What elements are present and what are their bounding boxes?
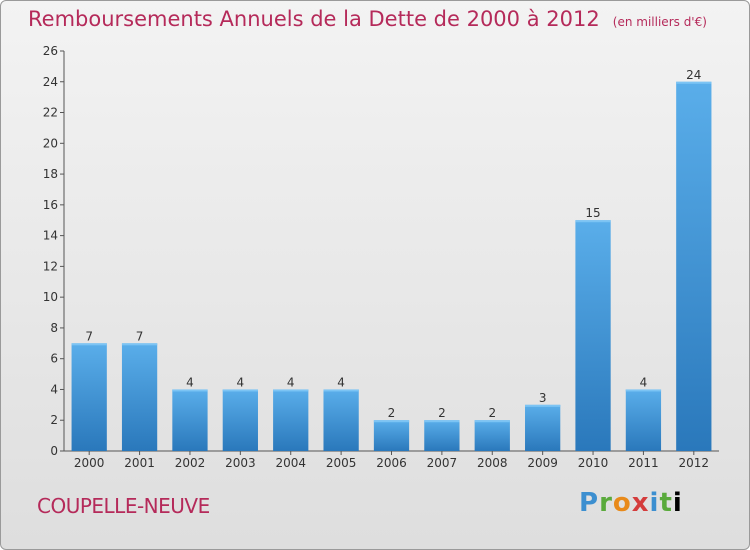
data-label: 4: [237, 375, 245, 389]
logo-letter: x: [631, 488, 650, 518]
city-name: COUPELLE-NEUVE: [37, 494, 210, 518]
bar: [525, 404, 561, 451]
x-tick-label: 2007: [427, 456, 458, 470]
x-tick-label: 2008: [477, 456, 508, 470]
bar: [424, 420, 460, 451]
y-tick-label: 20: [43, 136, 58, 150]
bar-highlight: [373, 420, 410, 423]
bar-highlight: [222, 389, 258, 392]
title-row: Remboursements Annuels de la Dette de 20…: [28, 7, 707, 31]
bar: [222, 389, 258, 451]
logo-letter: t: [659, 488, 673, 518]
y-tick-label: 26: [43, 44, 58, 58]
data-label: 7: [136, 329, 144, 343]
bar: [71, 343, 107, 451]
bar: [474, 420, 510, 451]
bar-highlight: [575, 220, 611, 223]
bar-highlight: [525, 404, 561, 407]
bar: [121, 343, 158, 451]
x-tick-label: 2002: [175, 456, 206, 470]
y-tick-label: 0: [50, 444, 58, 458]
bar-highlight: [474, 420, 510, 423]
y-tick-label: 8: [50, 321, 58, 335]
data-label: 2: [488, 406, 496, 420]
x-tick-label: 2005: [326, 456, 357, 470]
data-label: 3: [539, 391, 547, 405]
y-tick-label: 14: [43, 229, 58, 243]
bar-highlight: [121, 343, 158, 346]
y-tick-label: 24: [43, 75, 58, 89]
x-tick-label: 2011: [628, 456, 659, 470]
chart-subtitle: (en milliers d'€): [612, 15, 707, 29]
x-tick-label: 2003: [225, 456, 256, 470]
x-tick-label: 2009: [527, 456, 558, 470]
bar: [625, 389, 662, 451]
chart-title: Remboursements Annuels de la Dette de 20…: [28, 7, 600, 31]
bar-highlight: [71, 343, 107, 346]
y-tick-label: 10: [43, 290, 58, 304]
bar: [172, 389, 208, 451]
x-tick-label: 2012: [679, 456, 710, 470]
y-tick-label: 4: [50, 382, 58, 396]
x-tick-label: 2001: [124, 456, 155, 470]
proxiti-logo[interactable]: Proxiti: [579, 488, 683, 518]
x-tick-label: 2010: [578, 456, 609, 470]
data-label: 4: [287, 375, 295, 389]
bar: [676, 81, 712, 452]
logo-letter: i: [672, 488, 683, 518]
y-tick-label: 6: [50, 352, 58, 366]
logo-letter: o: [612, 488, 632, 518]
data-label: 2: [388, 406, 396, 420]
bar-highlight: [323, 389, 359, 392]
logo-letter: P: [579, 488, 600, 518]
data-label: 24: [686, 68, 701, 82]
bar-highlight: [625, 389, 662, 392]
logo-letter: i: [649, 488, 660, 518]
y-tick-label: 18: [43, 167, 58, 181]
x-tick-label: 2004: [275, 456, 306, 470]
y-tick-label: 22: [43, 106, 58, 120]
y-tick-label: 12: [43, 259, 58, 273]
data-label: 4: [640, 375, 648, 389]
y-tick-label: 2: [50, 413, 58, 427]
x-tick-label: 2006: [376, 456, 407, 470]
data-label: 2: [438, 406, 446, 420]
x-tick-label: 2000: [74, 456, 105, 470]
data-label: 4: [186, 375, 194, 389]
bar-highlight: [273, 389, 309, 392]
bar: [323, 389, 359, 451]
data-label: 7: [85, 329, 93, 343]
bar-highlight: [676, 81, 712, 84]
bar: [575, 220, 611, 451]
logo-letter: r: [599, 488, 613, 518]
bar: [273, 389, 309, 451]
bar-highlight: [172, 389, 208, 392]
data-label: 4: [337, 375, 345, 389]
y-tick-label: 16: [43, 198, 58, 212]
bar-highlight: [424, 420, 460, 423]
data-label: 15: [585, 206, 600, 220]
bar: [373, 420, 410, 451]
